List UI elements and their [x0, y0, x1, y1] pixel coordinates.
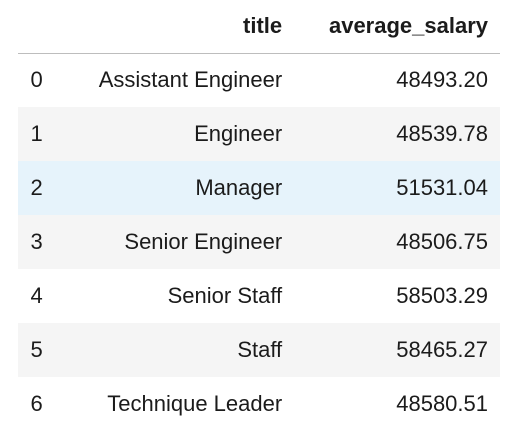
table-row: 1 Engineer 48539.78 [18, 107, 500, 161]
row-title: Staff [237, 337, 283, 362]
row-title: Assistant Engineer [98, 67, 283, 93]
row-average-salary: 48580.51 [396, 391, 488, 416]
row-index: 0 [30, 67, 43, 93]
cell-collapse-marker[interactable] [0, 22, 4, 32]
table-row: 0 Assistant Engineer 48493.20 [18, 53, 500, 107]
row-average-salary: 58465.27 [396, 337, 488, 362]
row-average-salary: 51531.04 [396, 175, 488, 200]
row-average-salary: 58503.29 [396, 283, 488, 308]
row-index: 3 [30, 229, 43, 254]
row-title: Technique Leader [107, 391, 283, 416]
table-row: 6 Technique Leader 48580.51 [18, 377, 500, 431]
table-header: title average_salary [18, 0, 500, 54]
row-title: Engineer [194, 121, 283, 146]
row-index: 1 [30, 121, 43, 146]
table-row: 5 Staff 58465.27 [18, 323, 500, 377]
row-title: Senior Staff [167, 283, 283, 308]
header-index [18, 0, 56, 54]
row-index: 6 [30, 391, 43, 416]
row-average-salary: 48493.20 [396, 67, 488, 93]
table-row: 3 Senior Engineer 48506.75 [18, 215, 500, 269]
row-average-salary: 48539.78 [396, 121, 488, 146]
row-index: 2 [30, 175, 43, 200]
table-row-hovered: 2 Manager 51531.04 [18, 161, 500, 215]
header-row: title average_salary [18, 0, 500, 54]
row-index: 4 [30, 283, 43, 308]
row-average-salary: 48506.75 [396, 229, 488, 254]
dataframe-table: title average_salary 0 Assistant Enginee… [18, 0, 500, 431]
row-title: Manager [195, 175, 283, 200]
row-title: Senior Engineer [124, 229, 283, 254]
table-row: 4 Senior Staff 58503.29 [18, 269, 500, 323]
row-index: 5 [30, 337, 43, 362]
table-body: 0 Assistant Engineer 48493.20 1 Engineer… [18, 53, 500, 431]
header-title: title [55, 0, 293, 54]
header-average-salary: average_salary [292, 0, 500, 54]
